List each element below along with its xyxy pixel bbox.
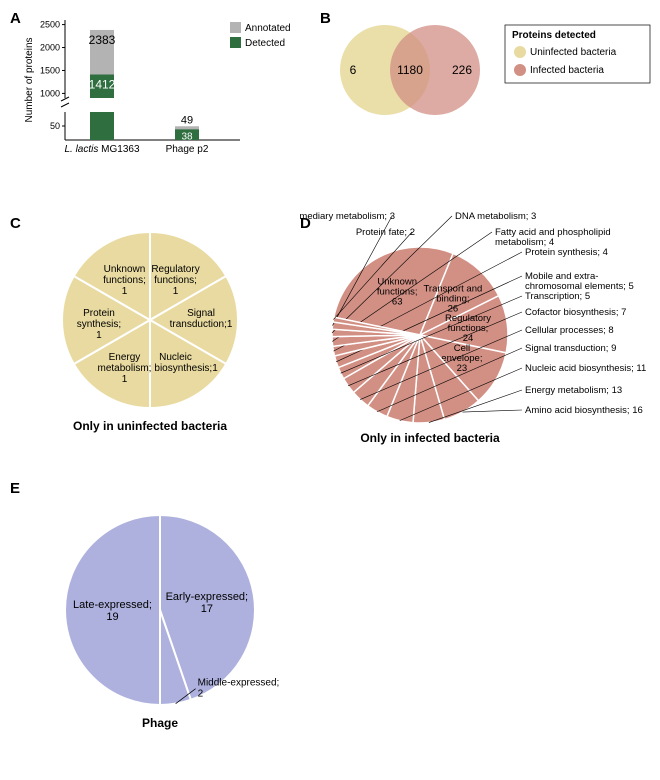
svg-text:Intermediary metabolism; 3: Intermediary metabolism; 3 bbox=[300, 211, 395, 222]
svg-text:Proteins detected: Proteins detected bbox=[512, 30, 596, 41]
svg-text:Amino acid biosynthesis; 16: Amino acid biosynthesis; 16 bbox=[525, 405, 643, 416]
svg-text:Annotated: Annotated bbox=[245, 23, 291, 34]
svg-text:Phage: Phage bbox=[142, 716, 178, 730]
svg-text:Protein fate; 2: Protein fate; 2 bbox=[356, 227, 415, 238]
svg-text:Nucleic acid biosynthesis; 11: Nucleic acid biosynthesis; 11 bbox=[525, 363, 646, 374]
svg-text:Number of proteins: Number of proteins bbox=[24, 37, 35, 122]
svg-text:2000: 2000 bbox=[40, 43, 60, 53]
svg-text:Uninfected bacteria: Uninfected bacteria bbox=[530, 47, 617, 58]
panel-a-chart: Number of proteins 1000 1500 2000 2500 50 2383… bbox=[20, 10, 330, 165]
svg-text:Cofactor biosynthesis; 7: Cofactor biosynthesis; 7 bbox=[525, 307, 626, 318]
panel-b-venn: 6 1180 226 Proteins detected Uninfected bact… bbox=[330, 10, 660, 165]
svg-text:38: 38 bbox=[181, 131, 193, 142]
svg-text:Only in infected bacteria: Only in infected bacteria bbox=[360, 431, 500, 445]
svg-text:Fatty acid and phospholipidmet: Fatty acid and phospholipidmetabolism; 4 bbox=[495, 227, 611, 248]
svg-text:49: 49 bbox=[181, 114, 193, 126]
panel-e-label: E bbox=[10, 480, 20, 497]
panel-e-pie: Late-expressed;19Early-expressed;17Middl… bbox=[30, 485, 320, 735]
svg-text:2383: 2383 bbox=[89, 33, 116, 47]
figure: A Number of proteins10001500200025005023… bbox=[10, 10, 650, 770]
panel-c-label: C bbox=[10, 215, 21, 232]
svg-text:DNA metabolism; 3: DNA metabolism; 3 bbox=[455, 211, 536, 222]
svg-text:50: 50 bbox=[50, 121, 60, 131]
svg-text:Infected bacteria: Infected bacteria bbox=[530, 65, 604, 76]
svg-text:Protein synthesis; 4: Protein synthesis; 4 bbox=[525, 247, 608, 258]
svg-text:1500: 1500 bbox=[40, 65, 60, 75]
svg-text:226: 226 bbox=[452, 63, 472, 77]
panel-c-pie: Regulatoryfunctions;1Signaltransduction;… bbox=[30, 225, 290, 445]
svg-text:L. lactis MG1363: L. lactis MG1363 bbox=[64, 144, 139, 155]
svg-text:Middle-expressed;2: Middle-expressed;2 bbox=[198, 678, 280, 700]
svg-text:Only in uninfected bacteria: Only in uninfected bacteria bbox=[73, 419, 227, 433]
svg-text:1412: 1412 bbox=[89, 78, 116, 92]
svg-text:Transcription; 5: Transcription; 5 bbox=[525, 291, 590, 302]
svg-text:Phage p2: Phage p2 bbox=[166, 144, 209, 155]
svg-text:Mobile and extra-chromosomal e: Mobile and extra-chromosomal elements; 5 bbox=[525, 271, 634, 292]
panel-d-pie: Unknownfunctions;63Transport andbinding;… bbox=[300, 180, 650, 460]
svg-text:Energy metabolism; 13: Energy metabolism; 13 bbox=[525, 385, 622, 396]
svg-text:1000: 1000 bbox=[40, 88, 60, 98]
svg-text:2500: 2500 bbox=[40, 20, 60, 30]
svg-text:Cellular processes; 8: Cellular processes; 8 bbox=[525, 325, 614, 336]
svg-text:1180: 1180 bbox=[397, 63, 423, 77]
svg-text:6: 6 bbox=[350, 63, 357, 77]
svg-text:Signal transduction; 9: Signal transduction; 9 bbox=[525, 343, 616, 354]
svg-text:Detected: Detected bbox=[245, 38, 285, 49]
